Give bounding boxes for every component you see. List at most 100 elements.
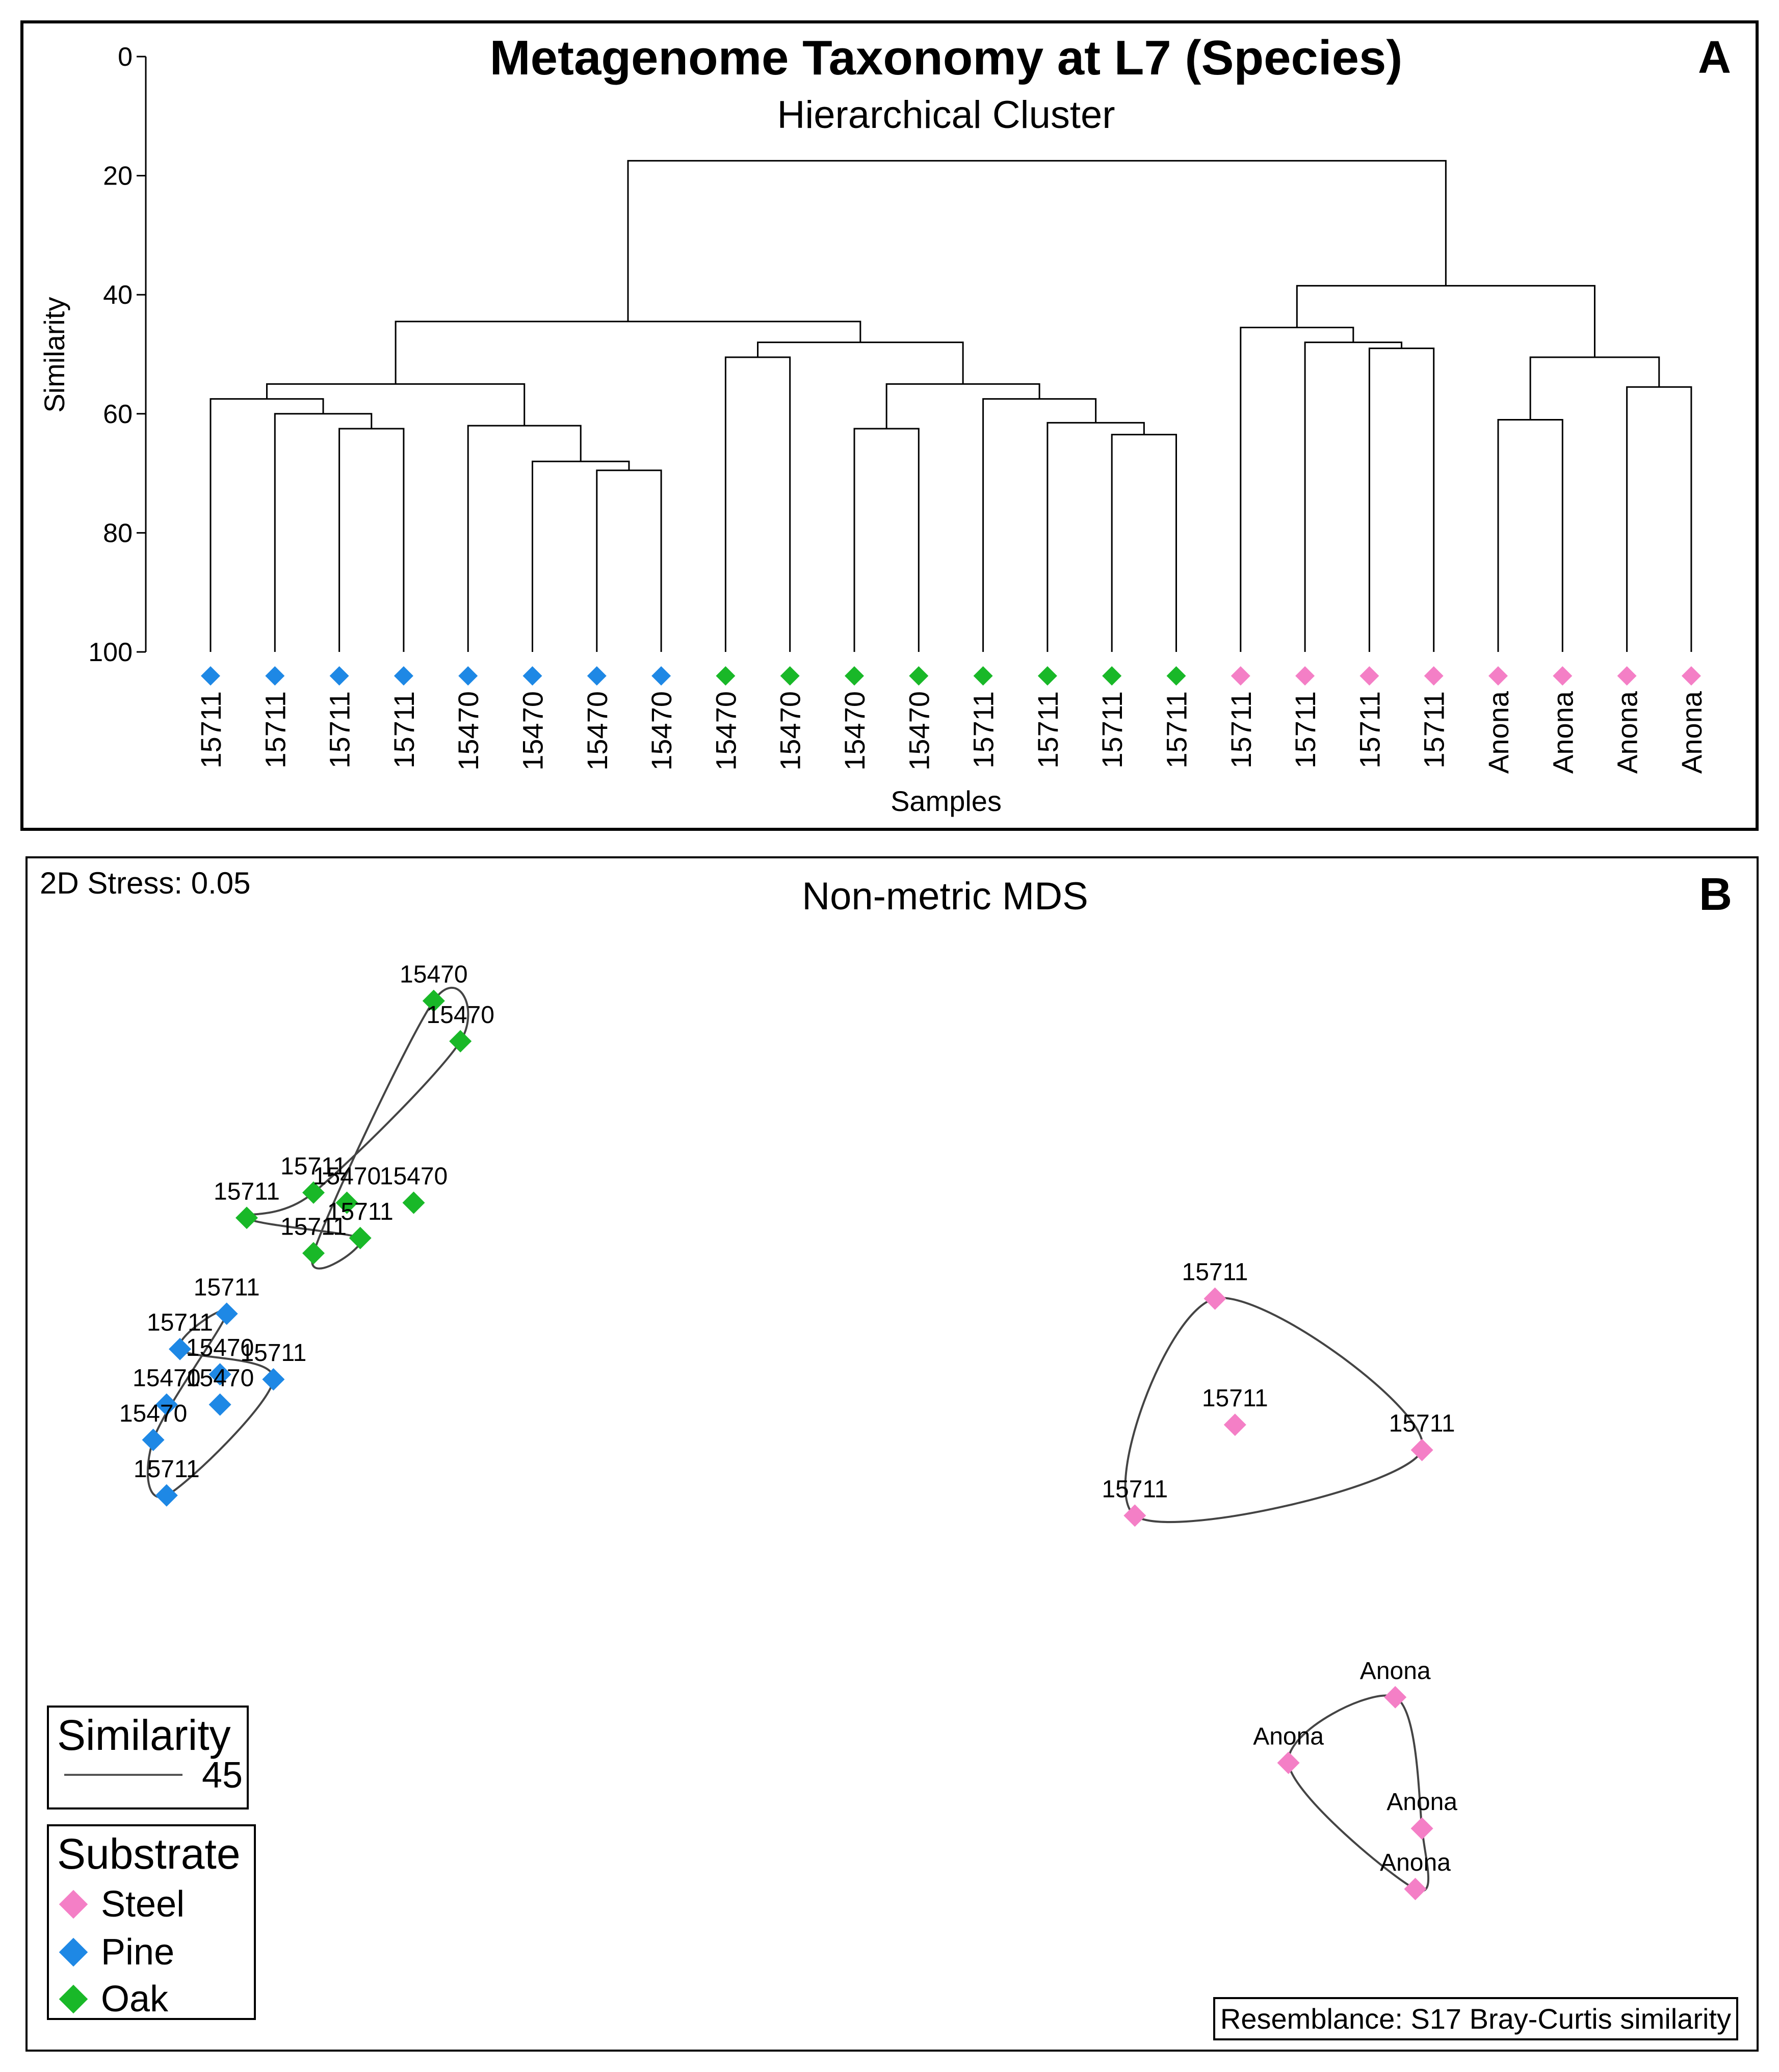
point-label: 15711	[1202, 1385, 1268, 1412]
y-axis-label: Similarity	[38, 297, 70, 412]
point-label: 15711	[327, 1198, 394, 1225]
nmds-point	[302, 1181, 325, 1204]
legend-item-pine: Pine	[57, 1931, 174, 1973]
leaf-marker	[1231, 666, 1250, 686]
leaf-marker	[265, 666, 285, 686]
legend-substrate: Substrate Steel Pine Oak	[47, 1824, 256, 2020]
leaf-marker	[845, 666, 864, 686]
dendrogram-link	[1497, 418, 1563, 652]
leaf-label: 15711	[1289, 691, 1321, 769]
leaf-marker	[1681, 666, 1701, 686]
nmds-svg: Non-metric MDS 1547015470157111547015470…	[119, 875, 1457, 1900]
leaf-label: 15470	[903, 691, 935, 771]
point-label: 15711	[1102, 1476, 1168, 1503]
leaf-label: Anona	[1482, 691, 1514, 774]
nmds-point	[1384, 1686, 1407, 1709]
point-label: Anona	[1360, 1658, 1431, 1685]
nmds-point	[142, 1428, 165, 1451]
nmds-point	[422, 989, 445, 1012]
point-label: 15711	[134, 1456, 200, 1483]
dendrogram-link	[532, 460, 630, 652]
nmds-point	[302, 1242, 325, 1265]
point-label: Anona	[1380, 1849, 1451, 1876]
nmds-point	[335, 1191, 358, 1214]
leaf-label: 15711	[195, 691, 227, 769]
dendrogram-link	[467, 425, 582, 652]
nmds-point	[1410, 1817, 1433, 1840]
nmds-point	[1410, 1438, 1433, 1461]
leaf-label: 15711	[1418, 691, 1450, 769]
nmds-point	[1404, 1878, 1427, 1900]
leaf-marker	[587, 666, 607, 686]
panel-letter-a: A	[1698, 32, 1731, 83]
point-label: 15711	[1389, 1410, 1455, 1437]
leaf-label: 15470	[517, 691, 549, 771]
dendrogram-link	[266, 383, 526, 426]
leaf-marker	[394, 666, 413, 686]
steel-marker-icon	[59, 1890, 88, 1919]
dendrogram-link	[210, 398, 324, 652]
leaf-marker	[651, 666, 671, 686]
leaf-label: 15470	[774, 691, 806, 771]
y-tick-label: 0	[118, 42, 133, 72]
y-tick-label: 100	[88, 638, 133, 667]
leaf-label: 15470	[645, 691, 677, 771]
similarity-contour	[1124, 1297, 1424, 1523]
dendrogram-link	[1529, 356, 1660, 420]
dendrogram-link	[596, 469, 662, 652]
x-axis-label: Samples	[891, 785, 1002, 817]
nmds-point	[208, 1363, 231, 1386]
dendrogram-svg: Metagenome Taxonomy at L7 (Species) Hier…	[38, 31, 1708, 817]
dendrogram-link	[1368, 347, 1435, 652]
dendrogram-link	[1111, 434, 1177, 652]
leaf-label: Anona	[1547, 691, 1579, 774]
point-label: Anona	[1386, 1789, 1457, 1816]
leaf-marker	[1424, 666, 1444, 686]
chart-title: Metagenome Taxonomy at L7 (Species)	[490, 31, 1403, 85]
leaf-label: 15711	[388, 691, 420, 769]
dendrogram-link	[274, 413, 373, 652]
nmds-point	[1223, 1413, 1246, 1436]
point-label: 15711	[214, 1178, 280, 1205]
leaf-marker	[1295, 666, 1315, 686]
y-tick-label: 20	[103, 162, 133, 191]
nmds-point	[1204, 1287, 1226, 1310]
leaf-markers: 15711 15711 15711 15711 15470 15470 15470 15470…	[195, 666, 1708, 774]
leaf-marker	[329, 666, 349, 686]
nmds-point	[208, 1393, 231, 1416]
y-tick-label: 80	[103, 518, 133, 548]
point-label: 15470	[313, 1163, 381, 1190]
point-label: 15711	[280, 1214, 347, 1241]
legend-item-label: Steel	[101, 1884, 185, 1925]
nmds-point	[1123, 1504, 1146, 1527]
nmds-panel: 2D Stress: 0.05 B Non-metric MDS 15470 15…	[25, 856, 1759, 2052]
point-label: 15470	[119, 1400, 187, 1427]
leaf-marker	[1037, 666, 1057, 686]
legend-substrate-title: Substrate	[57, 1830, 241, 1878]
leaf-label: 15711	[967, 691, 1000, 769]
leaf-label: Anona	[1676, 691, 1708, 774]
pine-marker-icon	[59, 1937, 88, 1967]
nmds-point	[262, 1368, 285, 1391]
leaf-marker	[522, 666, 542, 686]
point-label: 15470	[400, 961, 467, 988]
nmds-point	[236, 1207, 258, 1229]
panel-letter-b: B	[1699, 869, 1732, 920]
dendrogram-links	[210, 160, 1692, 652]
point-label: 15711	[240, 1340, 306, 1367]
dendrogram-link	[724, 356, 791, 652]
legend-similarity-line	[64, 1774, 182, 1776]
dendrogram-link	[853, 428, 920, 652]
dendrogram-link	[1047, 422, 1145, 652]
dendrogram-link	[1296, 285, 1595, 357]
point-label: 15711	[1182, 1259, 1248, 1286]
leaf-marker	[973, 666, 993, 686]
legend-item-oak: Oak	[57, 1978, 168, 2020]
leaf-label: 15711	[1032, 691, 1064, 769]
leaf-marker	[780, 666, 800, 686]
leaf-label: 15470	[710, 691, 742, 771]
leaf-label: Anona	[1611, 691, 1643, 774]
leaf-label: 15711	[324, 691, 356, 769]
legend-similarity: Similarity 45	[47, 1706, 249, 1809]
leaf-label: 15470	[452, 691, 484, 771]
